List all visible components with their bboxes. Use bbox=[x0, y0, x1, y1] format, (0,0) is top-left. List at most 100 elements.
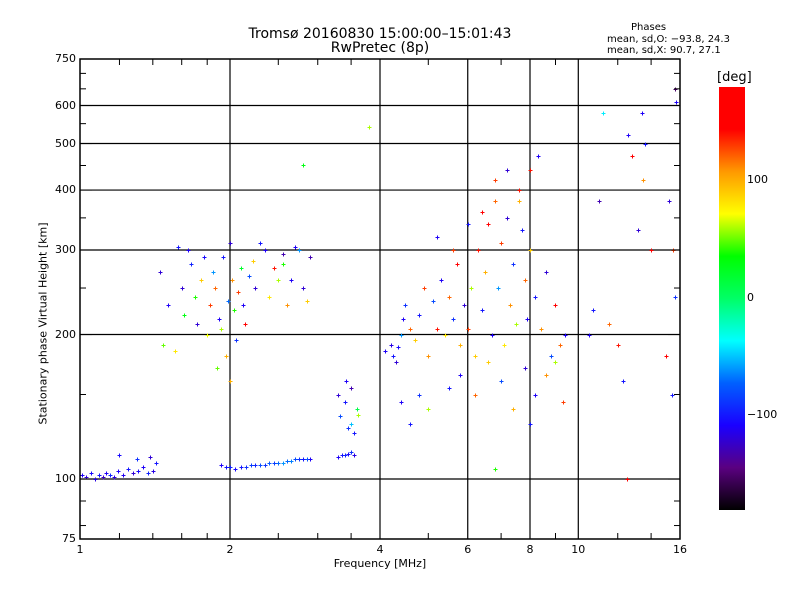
data-point bbox=[263, 463, 268, 468]
data-point bbox=[435, 327, 440, 332]
data-point bbox=[640, 111, 645, 116]
data-point bbox=[511, 262, 516, 267]
data-point bbox=[473, 393, 478, 398]
colorbar-tick-label: 0 bbox=[747, 290, 754, 304]
data-point bbox=[228, 241, 233, 246]
y-tick-label: 100 bbox=[55, 472, 76, 486]
data-point bbox=[544, 373, 549, 378]
data-point bbox=[89, 471, 94, 476]
data-point bbox=[455, 262, 460, 267]
data-point bbox=[276, 461, 281, 466]
data-point bbox=[301, 286, 306, 291]
x-tick-label: 1 bbox=[76, 543, 84, 556]
chart-subtitle: RwPretec (8p) bbox=[330, 40, 430, 56]
data-point bbox=[473, 354, 478, 359]
data-point bbox=[241, 303, 246, 308]
data-point bbox=[394, 360, 399, 365]
data-point bbox=[267, 295, 272, 300]
data-point bbox=[630, 154, 635, 159]
x-tick-label: 16 bbox=[673, 543, 687, 556]
data-point bbox=[349, 386, 354, 391]
data-point bbox=[476, 248, 481, 253]
data-point bbox=[458, 343, 463, 348]
data-point bbox=[213, 286, 218, 291]
data-point bbox=[219, 463, 224, 468]
data-point bbox=[601, 111, 606, 116]
data-point bbox=[517, 199, 522, 204]
data-point bbox=[389, 343, 394, 348]
data-point bbox=[108, 473, 113, 478]
data-point bbox=[417, 313, 422, 318]
stats-x-mode: mean, sd,X: 90.7, 27.1 bbox=[607, 45, 721, 56]
data-point bbox=[493, 467, 498, 472]
data-point bbox=[502, 343, 507, 348]
colorbar-tick-label: −100 bbox=[747, 408, 778, 421]
data-point bbox=[480, 210, 485, 215]
chart-title: Tromsø 20160830 15:00:00–15:01:43 bbox=[248, 26, 512, 42]
data-point bbox=[523, 366, 528, 371]
x-tick-label: 2 bbox=[226, 543, 234, 556]
data-point bbox=[549, 354, 554, 359]
data-point bbox=[293, 457, 298, 462]
data-point bbox=[607, 322, 612, 327]
data-point bbox=[643, 142, 648, 147]
data-point bbox=[563, 333, 568, 338]
data-point bbox=[486, 360, 491, 365]
data-points bbox=[80, 87, 679, 482]
data-point bbox=[670, 393, 675, 398]
data-point bbox=[533, 393, 538, 398]
data-point bbox=[401, 317, 406, 322]
data-point bbox=[355, 407, 360, 412]
data-point bbox=[226, 299, 231, 304]
data-point bbox=[511, 407, 516, 412]
data-point bbox=[136, 469, 141, 474]
data-point bbox=[224, 354, 229, 359]
data-point bbox=[499, 379, 504, 384]
data-point bbox=[493, 199, 498, 204]
x-axis-label: Frequency [MHz] bbox=[333, 557, 427, 570]
data-point bbox=[533, 295, 538, 300]
data-point bbox=[263, 248, 268, 253]
data-point bbox=[426, 407, 431, 412]
data-point bbox=[180, 286, 185, 291]
data-point bbox=[408, 327, 413, 332]
data-point bbox=[272, 266, 277, 271]
data-point bbox=[293, 245, 298, 250]
data-point bbox=[561, 400, 566, 405]
data-point bbox=[674, 100, 679, 105]
data-point bbox=[349, 422, 354, 427]
data-point bbox=[673, 87, 678, 92]
data-point bbox=[176, 245, 181, 250]
data-point bbox=[664, 354, 669, 359]
data-point bbox=[116, 469, 121, 474]
data-point bbox=[243, 322, 248, 327]
x-tick-label: 6 bbox=[464, 543, 472, 556]
x-tick-label: 8 bbox=[526, 543, 534, 556]
data-point bbox=[336, 455, 341, 460]
data-point bbox=[558, 343, 563, 348]
data-point bbox=[451, 248, 456, 253]
data-point bbox=[508, 303, 513, 308]
data-point bbox=[544, 270, 549, 275]
data-point bbox=[636, 228, 641, 233]
y-tick-label: 300 bbox=[55, 243, 76, 256]
data-point bbox=[258, 463, 263, 468]
grid-lines bbox=[80, 59, 680, 539]
y-tick-label: 400 bbox=[55, 183, 76, 197]
data-point bbox=[148, 455, 153, 460]
data-point bbox=[239, 266, 244, 271]
data-point bbox=[520, 228, 525, 233]
data-point bbox=[553, 303, 558, 308]
data-point bbox=[591, 308, 596, 313]
data-point bbox=[135, 457, 140, 462]
data-point bbox=[486, 222, 491, 227]
data-point bbox=[553, 360, 558, 365]
y-tick-label: 500 bbox=[55, 136, 76, 150]
data-point bbox=[158, 270, 163, 275]
data-point bbox=[528, 248, 533, 253]
data-point bbox=[230, 278, 235, 283]
data-point bbox=[367, 125, 372, 130]
data-point bbox=[346, 426, 351, 431]
x-tick-label: 10 bbox=[571, 543, 586, 556]
